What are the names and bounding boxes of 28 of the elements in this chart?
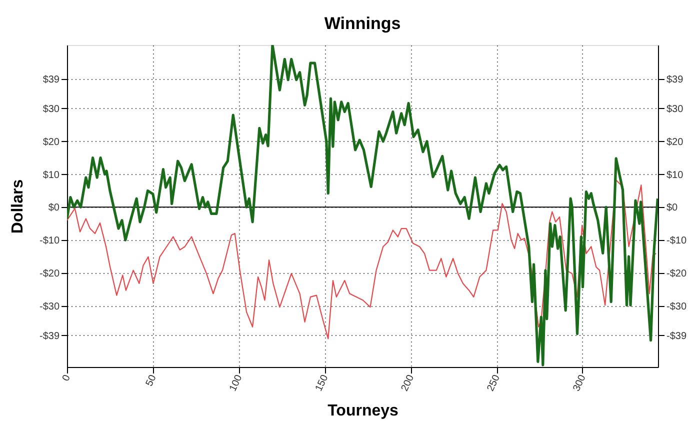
y-tick-label: -$10 <box>39 236 60 247</box>
y2-tick-label: -$30 <box>666 301 687 312</box>
y2-tick-label: $30 <box>666 104 684 115</box>
x-tick-label: 250 <box>485 372 503 394</box>
y2-tick-label: $39 <box>666 74 684 86</box>
y-tick-label: $10 <box>42 170 60 181</box>
y-tick-label: -$39 <box>39 330 60 342</box>
x-tick-label: 100 <box>228 372 245 394</box>
y-tick-label: -$20 <box>39 268 60 280</box>
y-tick-label: $39 <box>42 74 60 86</box>
x-tick-label: 0 <box>60 372 74 384</box>
y2-tick-label: $10 <box>666 170 684 181</box>
y-tick-label: $30 <box>42 104 60 115</box>
x-axis-title: Tourneys <box>328 402 399 420</box>
y-axis-title: Dollars <box>9 179 26 234</box>
x-tick-label: 200 <box>400 372 417 394</box>
x-tick-label: 50 <box>144 372 160 388</box>
y2-tick-label: $0 <box>666 202 678 214</box>
x-tick-label: 300 <box>571 372 589 394</box>
y2-tick-label: -$39 <box>666 330 687 342</box>
chart-title: Winnings <box>324 14 401 33</box>
y-tick-label: $20 <box>42 136 60 148</box>
x-tick-label: 150 <box>314 372 331 394</box>
y2-tick-label: $20 <box>666 136 684 148</box>
y-tick-label: $0 <box>48 202 60 214</box>
y-tick-label: -$30 <box>39 301 60 312</box>
y2-tick-label: -$20 <box>666 268 687 280</box>
y2-tick-label: -$10 <box>666 236 687 247</box>
